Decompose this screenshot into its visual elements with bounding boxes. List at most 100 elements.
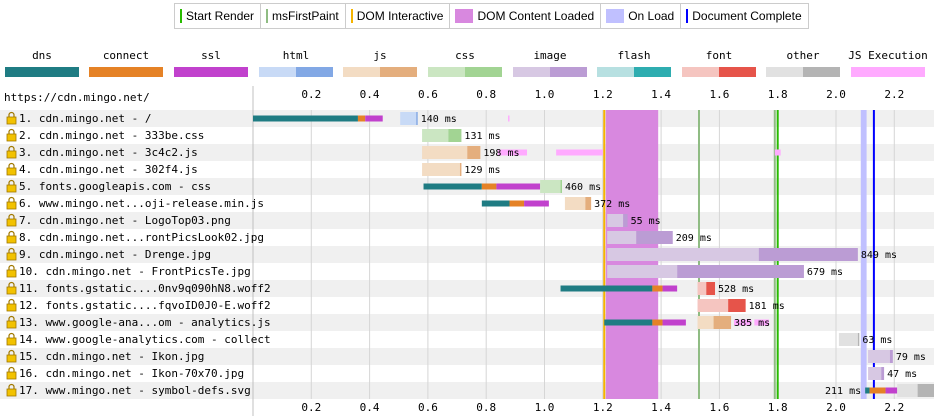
request-segment (607, 248, 759, 261)
ssl-segment (885, 387, 898, 394)
row-stripe (0, 382, 934, 399)
category-label: html (282, 49, 310, 62)
download-segment (448, 129, 462, 142)
request-segment (697, 316, 714, 329)
js-execution-segment (754, 319, 769, 326)
download-segment (636, 231, 673, 244)
row-label[interactable]: 11. fonts.gstatic....0nv9q090hN8.woff2 (19, 282, 271, 295)
lock-icon (6, 230, 17, 244)
tick-label-top: 1.4 (651, 88, 671, 101)
category-swatch (89, 67, 163, 77)
lock-icon (6, 315, 17, 329)
category-label: ssl (201, 49, 221, 62)
duration-label: 528 ms (718, 284, 754, 295)
tick-label-bottom: 0.2 (301, 401, 321, 414)
connect-segment (481, 183, 497, 190)
lock-icon (6, 196, 17, 210)
category-swatch (5, 67, 79, 77)
tick-label-bottom: 1.6 (709, 401, 729, 414)
download-segment (857, 333, 860, 346)
tick-label-top: 1.0 (535, 88, 555, 101)
category-swatch (174, 67, 248, 77)
download-segment (758, 248, 858, 261)
row-stripe (0, 110, 934, 127)
request-segment (400, 112, 417, 125)
connect-segment (652, 319, 663, 326)
category-swatch (428, 67, 502, 77)
connect-segment (869, 387, 886, 394)
row-label[interactable]: 9. cdn.mingo.net - Drenge.jpg (19, 248, 211, 261)
dns-segment (253, 115, 358, 122)
category-js: js (340, 49, 420, 81)
js-execution-segment (733, 319, 752, 326)
category-label: image (533, 49, 567, 62)
category-label: css (455, 49, 475, 62)
dns-segment (604, 319, 653, 326)
duration-label: 849 ms (861, 250, 897, 261)
duration-label: 372 ms (594, 199, 630, 210)
legend-swatch (606, 9, 625, 23)
dns-segment (481, 200, 510, 207)
duration-label: 55 ms (631, 216, 661, 227)
row-label[interactable]: 17. www.mingo.net - symbol-defs.svg (19, 384, 251, 397)
tick-label-top: 2.0 (826, 88, 846, 101)
category-label: js (373, 49, 387, 62)
request-segment (422, 163, 460, 176)
row-label[interactable]: 15. cdn.mingo.net - Ikon.jpg (19, 350, 204, 363)
category-swatch (766, 67, 840, 77)
row-label[interactable]: 4. cdn.mingo.net - 302f4.js (19, 163, 198, 176)
tick-label-bottom: 1.0 (535, 401, 555, 414)
row-label[interactable]: 5. fonts.googleapis.com - css (19, 180, 211, 193)
tick-label-bottom: 0.8 (476, 401, 496, 414)
duration-label: 79 ms (896, 352, 926, 363)
row-label[interactable]: 7. cdn.mingo.net - LogoTop03.png (19, 214, 231, 227)
page-url: https://cdn.mingo.net/ (4, 91, 150, 104)
download-segment (713, 316, 732, 329)
ssl-segment (524, 200, 549, 207)
duration-label: 460 ms (565, 182, 601, 193)
ssl-segment (662, 285, 678, 292)
category-dns: dns (2, 49, 82, 81)
row-label[interactable]: 8. cdn.mingo.net...rontPicsLook02.jpg (19, 231, 264, 244)
lock-icon (6, 281, 17, 295)
tick-label-top: 0.2 (301, 88, 321, 101)
category-font: font (679, 49, 759, 81)
ssl-segment (365, 115, 383, 122)
category-swatch (513, 67, 587, 77)
category-label: other (786, 49, 820, 62)
lock-icon (6, 383, 17, 397)
tick-label-top: 1.2 (593, 88, 613, 101)
request-segment (540, 180, 561, 193)
category-label: flash (617, 49, 651, 62)
request-segment (607, 214, 624, 227)
legend-label: Document Complete (692, 9, 802, 23)
tick-label-bottom: 1.2 (593, 401, 613, 414)
row-label[interactable]: 2. cdn.mingo.net - 333be.css (19, 129, 204, 142)
legend-item-on-load: On Load (601, 4, 682, 28)
lock-icon (6, 366, 17, 380)
category-swatch (259, 67, 333, 77)
legend-label: On Load (628, 9, 675, 23)
category-label: font (705, 49, 733, 62)
row-label[interactable]: 13. www.google-ana...om - analytics.js (19, 316, 271, 329)
request-segment (868, 367, 882, 380)
request-segment (897, 384, 918, 397)
row-label[interactable]: 1. cdn.mingo.net - / (19, 112, 151, 125)
category-label: dns (32, 49, 52, 62)
category-swatch (851, 67, 925, 77)
row-label[interactable]: 16. cdn.mingo.net - Ikon-70x70.jpg (19, 367, 244, 380)
row-label[interactable]: 6. www.mingo.net...oji-release.min.js (19, 197, 264, 210)
tick-label-bottom: 0.6 (418, 401, 438, 414)
legend-swatch (455, 9, 474, 23)
row-label[interactable]: 14. www.google-analytics.com - collect (19, 333, 271, 346)
row-label[interactable]: 12. fonts.gstatic....fqvoID0J0-E.woff2 (19, 299, 271, 312)
category-label: JS Execution (848, 49, 928, 62)
js-execution-segment (774, 149, 781, 156)
duration-label: 385 ms (734, 318, 770, 329)
row-label[interactable]: 3. cdn.mingo.net - 3c4c2.js (19, 146, 198, 159)
row-label[interactable]: 10. cdn.mingo.net - FrontPicsTe.jpg (19, 265, 251, 278)
tick-label-top: 0.8 (476, 88, 496, 101)
js-execution-segment (556, 149, 603, 156)
js-execution-segment (497, 149, 528, 156)
